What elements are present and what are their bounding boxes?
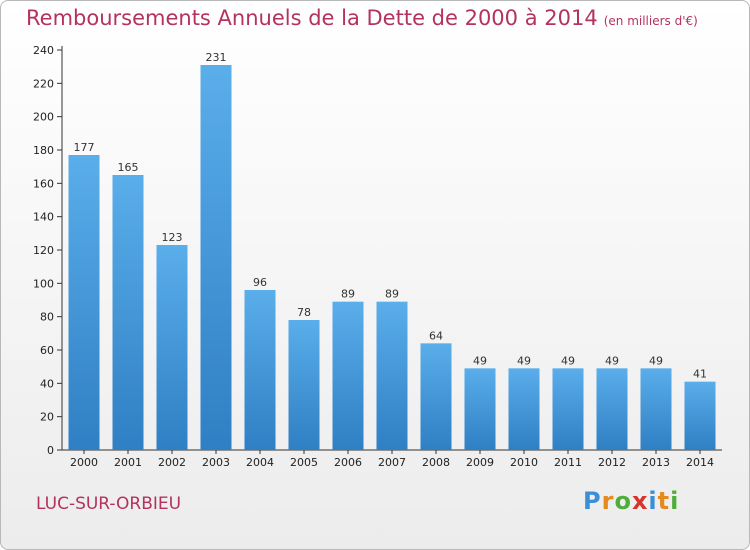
x-tick-label: 2000 [70,456,98,469]
bar [200,65,232,450]
data-label: 49 [561,354,575,367]
proxiti-logo: Proxiti [583,487,679,515]
bar [112,175,144,450]
y-tick-label: 100 [33,277,54,290]
data-label: 177 [74,141,95,154]
data-label: 165 [118,161,139,174]
chart-title: Remboursements Annuels de la Dette de 20… [26,6,698,30]
bar [420,343,452,450]
data-label: 49 [517,354,531,367]
y-tick-label: 180 [33,144,54,157]
data-label: 41 [693,368,707,381]
data-label: 89 [341,288,355,301]
x-tick-label: 2012 [598,456,626,469]
place-name: LUC-SUR-ORBIEU [36,494,182,514]
bar [156,245,188,450]
x-tick-label: 2014 [686,456,714,469]
logo-letter: t [657,487,671,515]
y-tick-label: 120 [33,244,54,257]
bar [508,368,540,450]
logo-letter: x [631,487,649,515]
bar [640,368,672,450]
x-tick-label: 2009 [466,456,494,469]
x-tick-label: 2008 [422,456,450,469]
logo-letter: i [648,487,658,515]
x-tick-label: 2001 [114,456,142,469]
y-tick-label: 80 [40,311,54,324]
bar [68,155,100,450]
logo-letter: r [601,487,615,515]
x-tick-label: 2003 [202,456,230,469]
chart-title-text: Remboursements Annuels de la Dette de 20… [26,6,598,30]
y-tick-label: 20 [40,411,54,424]
data-label: 89 [385,288,399,301]
data-label: 78 [297,306,311,319]
data-label: 49 [473,354,487,367]
chart-labels: 2000 177 2001 165 2002 123 2003 231 2004 96 2005 78… [70,51,714,469]
x-tick-label: 2010 [510,456,538,469]
logo-letter: i [670,487,680,515]
bar [332,301,364,450]
bar [684,381,716,450]
logo-letter: P [583,487,602,515]
data-label: 96 [253,276,267,289]
y-tick-label: 40 [40,377,54,390]
data-label: 123 [162,231,183,244]
y-tick-label: 240 [33,44,54,57]
bar [288,320,320,450]
y-tick-label: 60 [40,344,54,357]
x-tick-label: 2004 [246,456,274,469]
x-tick-label: 2007 [378,456,406,469]
data-label: 231 [206,51,227,64]
bar [376,301,408,450]
y-tick-label: 160 [33,177,54,190]
y-tick-label: 200 [33,111,54,124]
x-tick-label: 2011 [554,456,582,469]
bar [596,368,628,450]
x-tick-label: 2013 [642,456,670,469]
y-tick-label: 220 [33,77,54,90]
bar [552,368,584,450]
bar [244,290,276,450]
y-tick-label: 140 [33,211,54,224]
x-tick-label: 2005 [290,456,318,469]
data-label: 49 [605,354,619,367]
x-tick-label: 2006 [334,456,362,469]
y-tick-label: 0 [47,444,54,457]
logo-letter: o [614,487,632,515]
bar [464,368,496,450]
data-label: 64 [429,329,443,342]
chart-bars [68,65,716,450]
chart-subtitle: (en milliers d'€) [603,14,698,28]
x-tick-label: 2002 [158,456,186,469]
data-label: 49 [649,354,663,367]
